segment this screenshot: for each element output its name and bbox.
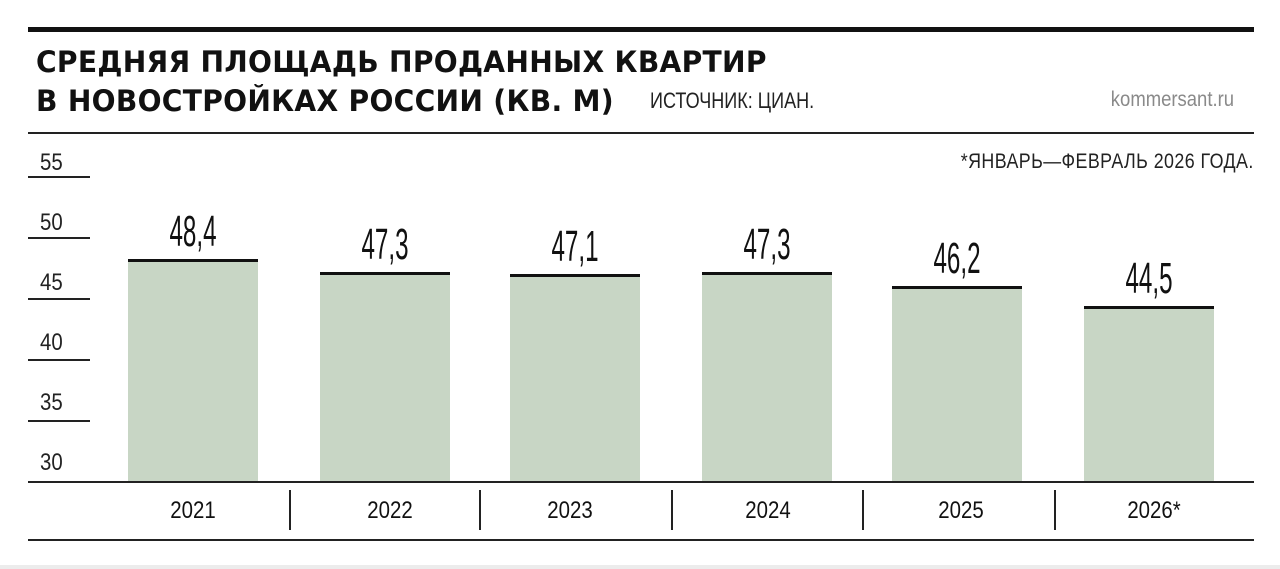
footnote: *ЯНВАРЬ—ФЕВРАЛЬ 2026 ГОДА. [960,150,1254,173]
bar-2022 [320,274,450,481]
bar-top-line [892,286,1022,289]
x-separator [671,490,673,530]
chart-title-line2: В НОВОСТРОЙКАХ РОССИИ (КВ. М) [36,84,614,118]
y-tick-label: 30 [40,449,63,476]
y-tick-line [28,176,90,178]
brand-label: kommersant.ru [1110,88,1234,111]
x-tick-label: 2026* [1127,497,1181,524]
top-rule [28,27,1254,32]
y-tick-line [28,298,90,300]
y-tick-label: 50 [40,209,63,236]
x-axis-line [28,481,1254,483]
y-tick-line [28,359,90,361]
bar-value-label: 47,1 [551,222,599,271]
bar-value-label: 47,3 [361,220,409,269]
chart-title-line1: СРЕДНЯЯ ПЛОЩАДЬ ПРОДАННЫХ КВАРТИР [36,45,767,79]
x-separator [1054,490,1056,530]
x-tick-label: 2021 [170,497,216,524]
y-tick-label: 55 [40,149,63,176]
bar-2025 [892,288,1022,481]
bottom-strip [0,565,1280,569]
y-tick-label: 40 [40,329,63,356]
y-tick-line [28,420,90,422]
x-separator [479,490,481,530]
y-tick-label: 35 [40,389,63,416]
x-tick-label: 2024 [745,497,791,524]
x-separator [862,490,864,530]
bar-value-label: 47,3 [743,220,791,269]
bar-top-line [320,272,450,275]
bar-top-line [510,274,640,277]
bar-2021 [128,261,258,481]
header-rule [28,132,1254,134]
bar-value-label: 48,4 [169,207,217,256]
x-separator [289,490,291,530]
bar-value-label: 44,5 [1125,254,1173,303]
x-tick-label: 2023 [547,497,593,524]
bar-top-line [128,259,258,262]
bottom-rule [28,539,1254,541]
y-tick-line [28,237,90,239]
bar-top-line [1084,306,1214,309]
source-label: ИСТОЧНИК: ЦИАН. [650,88,815,113]
x-tick-label: 2022 [367,497,413,524]
bar-value-label: 46,2 [933,234,981,283]
bar-2024 [702,274,832,481]
y-tick-label: 45 [40,269,63,296]
x-tick-label: 2025 [938,497,984,524]
bar-top-line [702,272,832,275]
bar-2023 [510,276,640,481]
bar-2026 [1084,308,1214,481]
